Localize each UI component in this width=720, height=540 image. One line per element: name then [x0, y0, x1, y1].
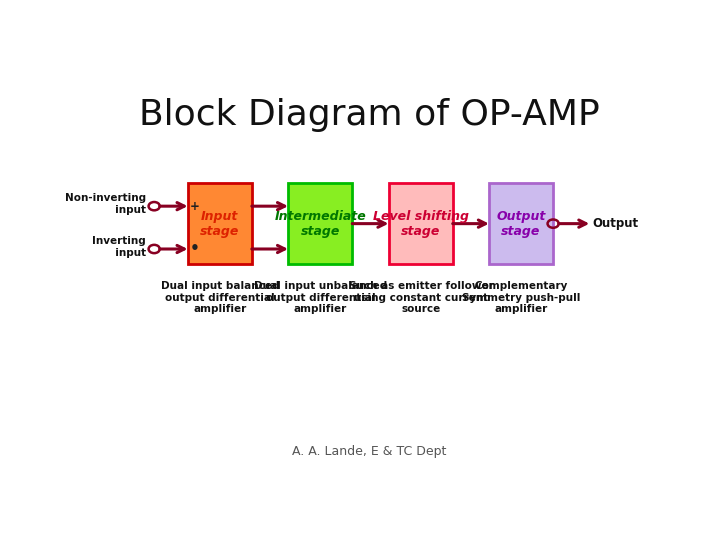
Text: Level shifting
stage: Level shifting stage	[373, 210, 469, 238]
Text: Dual input balanced
output differential
amplifier: Dual input balanced output differential …	[161, 281, 279, 314]
Text: Output: Output	[592, 217, 639, 230]
FancyBboxPatch shape	[288, 183, 352, 265]
Text: Complementary
Symmetry push-pull
amplifier: Complementary Symmetry push-pull amplifi…	[462, 281, 580, 314]
Text: +: +	[190, 200, 200, 213]
Text: Intermediate
stage: Intermediate stage	[274, 210, 366, 238]
Text: Input
stage: Input stage	[200, 210, 240, 238]
Text: Dual input unbalanced
output differential
amplifier: Dual input unbalanced output differentia…	[254, 281, 387, 314]
Text: Block Diagram of OP-AMP: Block Diagram of OP-AMP	[139, 98, 599, 132]
Text: A. A. Lande, E & TC Dept: A. A. Lande, E & TC Dept	[292, 445, 446, 458]
Text: Output
stage: Output stage	[496, 210, 546, 238]
Text: Such as emitter follower
using constant current
source: Such as emitter follower using constant …	[348, 281, 493, 314]
Text: Inverting
  input: Inverting input	[92, 236, 145, 258]
FancyBboxPatch shape	[188, 183, 252, 265]
Text: •: •	[190, 241, 200, 256]
Text: Non-inverting
     input: Non-inverting input	[65, 193, 145, 215]
FancyBboxPatch shape	[489, 183, 553, 265]
FancyBboxPatch shape	[389, 183, 453, 265]
